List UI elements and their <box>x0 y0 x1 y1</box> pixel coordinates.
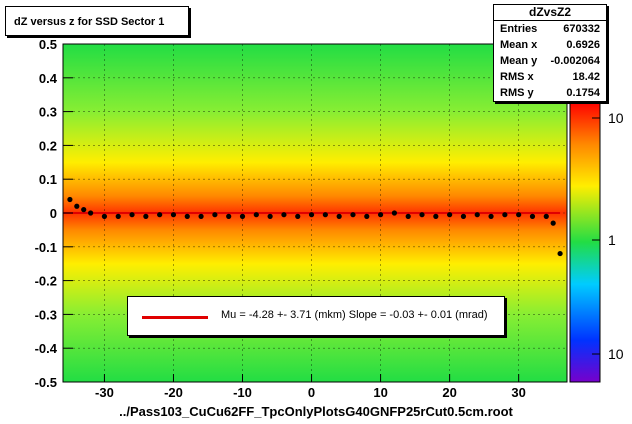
profile-point <box>81 207 87 213</box>
profile-point <box>129 212 135 218</box>
axes: -30 -20 -10 0 10 20 30 -0.5 -0.4 -0.3 -0.2 -0.1 0 0.1… <box>35 37 568 400</box>
y-tick-label: 0.4 <box>39 71 58 86</box>
profile-point <box>322 212 328 218</box>
profile-point <box>529 213 536 219</box>
profile-point <box>447 212 453 218</box>
profile-point <box>543 213 549 219</box>
profile-point <box>143 213 149 219</box>
colorbar: 10 1 10 <box>569 101 624 383</box>
colorbar-tick-label: 1 <box>608 232 616 248</box>
colorbar-tick-label: 10 <box>608 346 624 362</box>
profile-point <box>336 213 342 219</box>
profile-point <box>377 212 384 218</box>
y-tick-label: -0.3 <box>35 307 57 322</box>
profile-point <box>405 213 411 219</box>
y-tick-label: 0.5 <box>39 37 57 52</box>
stats-row-mean-x: Mean x 0.6926 <box>494 37 606 53</box>
profile-point <box>157 212 163 218</box>
footer-filename: ../Pass103_CuCu62FF_TpcOnlyPlotsG40GNFP2… <box>119 404 513 419</box>
profile-point <box>516 212 522 218</box>
profile-point <box>115 213 121 219</box>
profile-point <box>253 212 259 218</box>
y-tick-label: -0.5 <box>35 375 57 390</box>
profile-point <box>198 213 204 219</box>
x-tick-label: 10 <box>373 385 387 400</box>
stats-value: 18.42 <box>572 71 600 83</box>
profile-point <box>170 212 177 218</box>
x-tick-label: -10 <box>233 385 252 400</box>
y-tick-label: 0 <box>50 206 57 221</box>
stats-label: Entries <box>500 23 538 35</box>
profile-point <box>474 212 480 218</box>
legend-fit-text: Mu = -4.28 +- 3.71 (mkm) Slope = -0.03 +… <box>221 309 488 321</box>
profile-point <box>212 212 218 218</box>
stats-value: -0.002064 <box>550 55 600 67</box>
stats-label: RMS y <box>500 87 534 99</box>
profile-point <box>350 212 356 218</box>
profile-point <box>308 212 315 218</box>
y-tick-label: 0.2 <box>39 138 57 153</box>
profile-point <box>550 220 556 226</box>
profile-point <box>267 213 273 219</box>
stats-row-rms-x: RMS x 18.42 <box>494 69 606 85</box>
stats-row-entries: Entries 670332 <box>494 21 606 37</box>
stats-label: Mean y <box>500 55 538 67</box>
stats-value: 670332 <box>563 23 600 35</box>
profile-point <box>88 210 94 216</box>
profile-point <box>419 212 425 218</box>
profile-point <box>101 213 108 219</box>
profile-point <box>239 213 246 219</box>
profile-point <box>67 196 73 203</box>
profile-point <box>364 213 370 219</box>
profile-point <box>184 213 190 219</box>
profile-point <box>391 210 397 216</box>
y-tick-label: 0.3 <box>39 105 57 120</box>
colorbar-gradient <box>569 101 601 383</box>
profile-point <box>460 213 467 219</box>
profile-point <box>226 213 232 219</box>
stats-box: dZvsZ2 Entries 670332 Mean x 0.6926 Mean… <box>493 4 607 102</box>
chart-title: dZ versus z for SSD Sector 1 <box>5 6 189 36</box>
profile-point <box>74 203 80 209</box>
x-tick-label: -20 <box>164 385 183 400</box>
stats-row-mean-y: Mean y -0.002064 <box>494 53 606 69</box>
y-tick-label: -0.2 <box>35 274 57 289</box>
fit-legend: Mu = -4.28 +- 3.71 (mkm) Slope = -0.03 +… <box>127 296 505 336</box>
stats-value: 0.1754 <box>566 87 600 99</box>
x-tick-label: -30 <box>95 385 114 400</box>
stats-row-rms-y: RMS y 0.1754 <box>494 85 606 101</box>
stats-label: RMS x <box>500 71 534 83</box>
profile-point <box>433 213 439 219</box>
stats-label: Mean x <box>500 39 538 51</box>
stats-name: dZvsZ2 <box>494 5 606 21</box>
profile-point <box>488 213 494 219</box>
profile-point <box>557 250 563 257</box>
y-tick-label: -0.4 <box>35 341 58 356</box>
profile-point <box>502 212 508 218</box>
legend-fit-line <box>142 316 208 319</box>
colorbar-tick-label: 10 <box>608 110 624 126</box>
y-tick-label: -0.1 <box>35 240 57 255</box>
x-tick-label: 30 <box>511 385 525 400</box>
x-tick-label: 0 <box>308 385 315 400</box>
x-tick-label: 20 <box>442 385 456 400</box>
profile-point <box>295 213 301 219</box>
stats-value: 0.6926 <box>566 39 600 51</box>
profile-point <box>281 212 287 218</box>
y-tick-label: 0.1 <box>39 172 57 187</box>
